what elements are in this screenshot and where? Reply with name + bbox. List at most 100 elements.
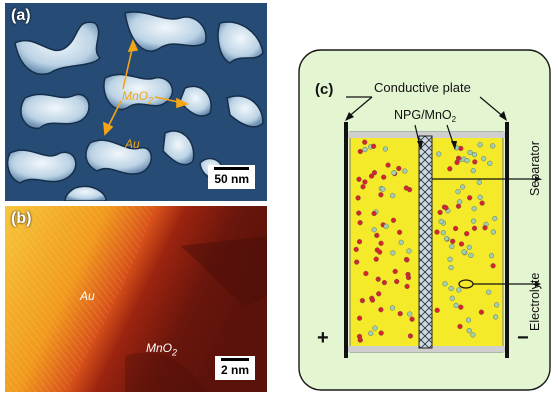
cation-dot: [370, 143, 377, 149]
cation-dot: [357, 148, 363, 155]
anion-dot: [438, 218, 444, 225]
anion-dot: [466, 244, 472, 251]
anion-dot: [493, 314, 499, 320]
cation-dot: [434, 307, 440, 313]
cation-dot: [404, 283, 410, 290]
negative-terminal: −: [517, 327, 529, 349]
scale-bar-b: 2 nm: [214, 356, 255, 380]
mno2-subscript: 2: [148, 95, 154, 106]
cation-dot: [356, 333, 363, 340]
cation-dot: [457, 323, 463, 330]
cation-dot: [354, 259, 360, 265]
anion-dot: [398, 239, 404, 246]
anion-dot: [455, 189, 461, 195]
anion-dot: [476, 179, 482, 185]
schematic-diagram: (c) Conductive plate NPG/MnO2 Separator …: [298, 49, 551, 391]
cation-dot: [479, 200, 485, 206]
anion-dot: [436, 151, 442, 157]
cation-dot: [363, 270, 369, 277]
separator-label: Separator: [528, 141, 542, 196]
tem-image-panel: (b) Au MnO2 2 nm: [5, 206, 267, 392]
mno2-label-a: MnO2: [122, 89, 153, 105]
cation-dot: [471, 225, 478, 231]
cation-dot: [355, 195, 361, 201]
anion-dot: [457, 199, 463, 205]
scale-bar-text: 50 nm: [214, 172, 249, 186]
positive-terminal: +: [317, 327, 329, 349]
cation-dot: [353, 246, 359, 253]
anion-dot: [390, 250, 396, 256]
cation-dot: [464, 231, 470, 237]
cation-dot: [396, 165, 402, 172]
scale-bar-text: 2 nm: [220, 363, 249, 377]
cation-dot: [482, 225, 488, 231]
cation-dot: [455, 203, 462, 209]
anion-dot: [362, 146, 368, 153]
panel-b-label: (b): [11, 210, 32, 227]
top-seal: [344, 132, 509, 138]
anion-dot: [465, 317, 472, 323]
cation-dot: [437, 209, 443, 216]
anion-dot: [448, 285, 454, 292]
anion-dot: [470, 168, 476, 174]
cation-dot: [403, 185, 409, 191]
cation-dot: [454, 159, 460, 166]
mno2-label-b: MnO2: [146, 341, 177, 357]
cation-dot: [374, 247, 380, 253]
cation-dot: [392, 268, 398, 275]
cation-dot: [458, 304, 464, 310]
mno2-text: MnO: [146, 341, 173, 355]
anion-dot: [407, 311, 413, 317]
scale-bar-a: 50 nm: [208, 165, 255, 189]
cation-dot: [368, 173, 375, 179]
anion-dot: [471, 151, 478, 158]
cation-dot: [381, 280, 388, 286]
cation-dot: [447, 166, 453, 172]
anion-dot: [470, 332, 476, 338]
anion-dot: [467, 149, 473, 156]
cation-dot: [396, 229, 403, 235]
anion-dot: [461, 249, 467, 255]
anion-dot: [382, 146, 389, 152]
cation-dot: [467, 195, 473, 201]
cation-dot: [357, 220, 363, 226]
anion-dot: [477, 194, 483, 200]
anion-dot: [406, 248, 412, 254]
cation-dot: [356, 176, 362, 182]
anion-dot: [380, 186, 386, 192]
bottom-seal: [344, 346, 509, 352]
cation-dot: [378, 192, 384, 198]
cation-dot: [356, 315, 363, 321]
panel-c-label: (c): [315, 81, 333, 98]
anion-dot: [456, 287, 462, 293]
cation-dot: [373, 256, 379, 262]
cation-dot: [371, 170, 378, 176]
anion-dot: [390, 193, 396, 199]
anion-dot: [492, 215, 498, 222]
anion-dot: [481, 156, 487, 162]
au-label-b: Au: [80, 289, 95, 303]
cation-dot: [369, 297, 376, 303]
ion-dots: [353, 139, 500, 343]
npg-mno2-text: NPG/MnO: [394, 108, 452, 122]
anion-dot: [460, 184, 466, 190]
scale-bar-line: [214, 167, 249, 170]
cation-dot: [453, 225, 459, 232]
mno2-text: MnO: [122, 89, 149, 103]
cation-dot: [409, 316, 415, 322]
cation-dot: [376, 291, 382, 297]
anion-dot: [444, 236, 450, 242]
cation-dot: [397, 311, 403, 317]
anion-dot: [368, 330, 374, 336]
supercapacitor-schematic: (c) Conductive plate NPG/MnO2 Separator …: [297, 48, 552, 392]
anion-dot: [468, 252, 474, 259]
cation-dot: [356, 239, 363, 245]
cation-dot: [403, 256, 410, 263]
cation-dot: [360, 184, 366, 190]
conductive-plate-label: Conductive plate: [374, 80, 471, 95]
anion-dot: [494, 302, 500, 308]
scale-bar-line: [220, 358, 249, 361]
anion-dot: [440, 230, 446, 236]
cation-dot: [478, 309, 485, 315]
cation-dot: [405, 275, 412, 281]
